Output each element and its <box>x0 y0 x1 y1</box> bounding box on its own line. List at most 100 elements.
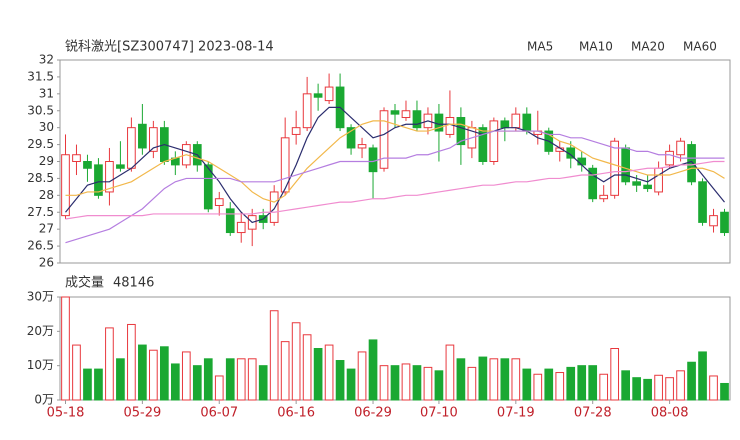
volume-bar <box>478 356 488 401</box>
candle-body <box>346 127 356 149</box>
volume-bar <box>687 361 696 401</box>
x-tick-label: 07-28 <box>574 406 612 421</box>
volume-bar <box>379 365 389 401</box>
volume-bar <box>72 344 81 401</box>
y-tick-label: 20万 <box>27 324 54 338</box>
candle-body <box>720 211 729 234</box>
x-tick-label: 06-07 <box>200 406 238 421</box>
volume-bar <box>291 322 301 401</box>
candle-body <box>588 167 598 200</box>
y-tick-label: 29 <box>39 154 54 168</box>
volume-bar <box>170 363 180 401</box>
candle-body <box>324 86 334 102</box>
volume-bar <box>401 363 411 401</box>
candle-body <box>676 140 685 156</box>
y-tick-label: 0万 <box>34 393 54 407</box>
candle-body <box>379 110 389 169</box>
volume-bar <box>138 344 147 401</box>
volume-bar <box>247 358 257 401</box>
volume-bar <box>676 370 685 401</box>
candle-body <box>412 110 422 129</box>
volume-bar <box>346 368 356 401</box>
volume-bar <box>643 378 652 401</box>
volume-bar <box>302 334 312 401</box>
chart-title: 锐科激光[SZ300747] 2023-08-14 <box>65 40 274 55</box>
volume-bar <box>116 358 125 401</box>
candle-body <box>368 147 378 173</box>
volume-bar <box>324 344 334 401</box>
x-tick-label: 07-10 <box>420 406 458 421</box>
candle-body <box>203 164 213 210</box>
volume-bar <box>412 365 422 401</box>
ma-line <box>65 160 725 220</box>
volume-bar <box>577 365 587 401</box>
volume-bar <box>390 365 400 401</box>
x-tick-label: 08-08 <box>651 406 689 421</box>
candle-body <box>522 113 532 132</box>
candle-body <box>269 191 279 223</box>
candle-body <box>291 127 301 135</box>
y-tick-label: 10万 <box>27 358 54 372</box>
candle-body <box>489 120 499 162</box>
y-tick-label: 27.5 <box>27 205 54 219</box>
volume-bar <box>588 365 598 401</box>
volume-bar <box>83 368 92 401</box>
candle-body <box>72 154 81 163</box>
volume-bar <box>335 360 345 401</box>
volume-bar <box>423 366 433 401</box>
candle-body <box>225 208 235 234</box>
candle-body <box>621 147 630 183</box>
candle-body <box>83 161 92 169</box>
y-tick-label: 29.5 <box>27 137 54 151</box>
candle-body <box>149 127 158 152</box>
candle-body <box>357 144 367 149</box>
volume-bar <box>94 368 103 401</box>
volume-bar <box>709 375 718 401</box>
candle-body <box>500 120 510 129</box>
candle-body <box>478 127 488 162</box>
x-tick-label: 06-16 <box>277 406 315 421</box>
volume-title: 成交量 <box>65 275 104 291</box>
volume-bar <box>467 366 477 401</box>
volume-bar <box>445 344 455 401</box>
candle-body <box>709 215 718 227</box>
volume-bar <box>313 348 323 401</box>
volume-bar <box>258 365 268 401</box>
volume-bar <box>368 339 378 401</box>
volume-bar <box>698 351 707 401</box>
y-tick-label: 30 <box>39 120 54 134</box>
candle-body <box>665 150 674 166</box>
candle-body <box>302 93 312 129</box>
volume-bar <box>456 358 466 401</box>
y-tick-label: 30万 <box>27 290 54 304</box>
volume-bar <box>489 358 499 401</box>
volume-bar <box>160 346 169 401</box>
candle-body <box>401 110 411 119</box>
candle-body <box>445 117 455 135</box>
y-tick-label: 28 <box>39 188 54 202</box>
legend-label: MA20 <box>631 40 665 54</box>
volume-bar <box>280 341 290 401</box>
volume-bar <box>269 310 279 401</box>
candle-body <box>127 127 136 169</box>
volume-bar <box>357 351 367 401</box>
volume-bar <box>720 382 729 401</box>
y-tick-label: 26 <box>39 256 54 270</box>
ma-line <box>65 130 725 244</box>
candle-body <box>610 140 620 196</box>
ma-line <box>65 106 725 224</box>
volume-bar <box>225 358 235 401</box>
y-tick-label: 31.5 <box>27 69 54 83</box>
volume-bar <box>522 368 532 401</box>
candle-body <box>643 184 652 190</box>
y-tick-label: 30.5 <box>27 103 54 117</box>
candle-body <box>116 164 125 169</box>
y-tick-label: 31 <box>39 86 54 100</box>
candle-body <box>599 194 609 200</box>
volume-bar <box>236 358 246 401</box>
volume-bar <box>214 375 224 401</box>
y-tick-label: 27 <box>39 222 54 236</box>
y-tick-label: 28.5 <box>27 171 54 185</box>
volume-bar <box>632 377 641 401</box>
x-tick-label: 05-18 <box>47 406 85 421</box>
